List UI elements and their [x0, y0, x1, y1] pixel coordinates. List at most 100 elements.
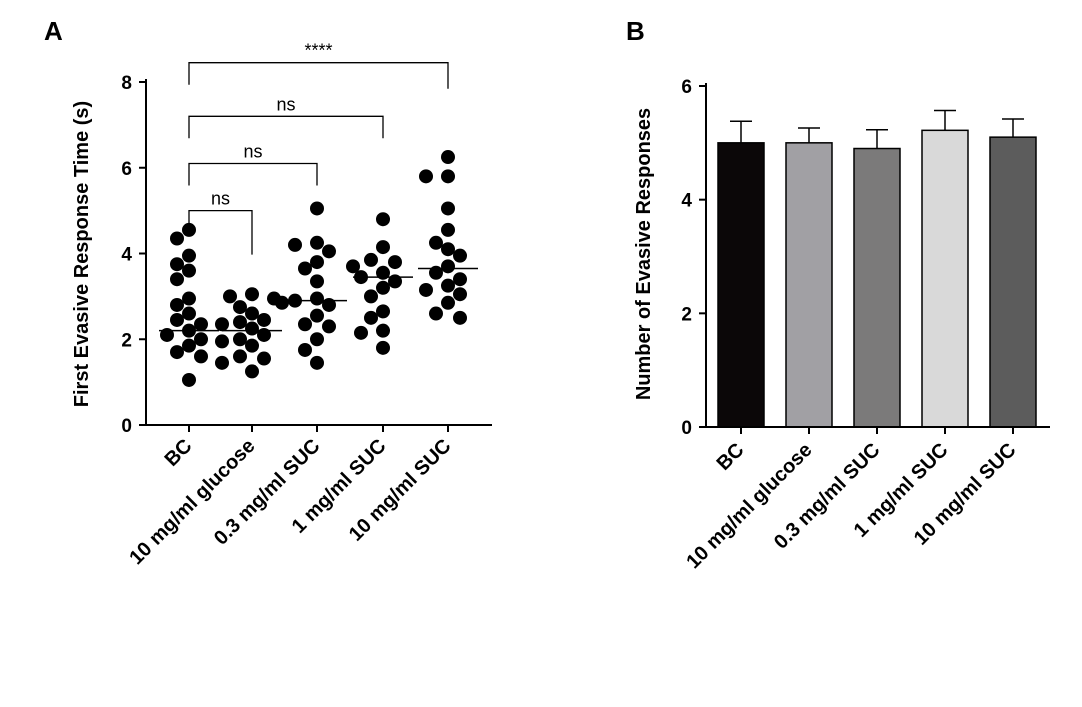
data-point-bc [170, 231, 184, 246]
significance-label: ns [276, 94, 295, 114]
data-point-bc [182, 372, 196, 387]
data-point-bc [194, 332, 208, 347]
data-point-1-mg-ml-suc [376, 340, 390, 355]
data-point-10-mg-ml-glucose [245, 306, 259, 321]
data-point-bc [170, 257, 184, 272]
data-point-1-mg-ml-suc [376, 212, 390, 227]
significance-bracket [188, 162, 318, 186]
y-tick-label-b: 6 [681, 77, 692, 98]
data-point-10-mg-ml-glucose [245, 287, 259, 302]
data-point-10-mg-ml-glucose [257, 351, 271, 366]
data-point-10-mg-ml-suc [441, 242, 455, 257]
significance-bracket [188, 62, 449, 89]
data-point-10-mg-ml-suc [441, 201, 455, 216]
chart-a: First Evasive Response Time (s) 0 2 4 6 8 BC… [71, 41, 492, 569]
bars-b [717, 129, 1037, 428]
error-bar-1-mg-ml-suc [934, 109, 956, 131]
data-point-1-mg-ml-suc [388, 255, 402, 270]
data-point-10-mg-ml-glucose [257, 327, 271, 342]
data-point-0-3-mg-ml-suc [310, 308, 324, 323]
x-tick-label-b-10-mg-ml-glucose: 10 mg/ml glucose [682, 439, 816, 573]
y-ticks-a: 0 2 4 6 8 [121, 73, 449, 437]
significance-bracket [188, 115, 384, 139]
data-point-10-mg-ml-glucose [245, 338, 259, 353]
data-point-0-3-mg-ml-suc [288, 237, 302, 252]
data-point-10-mg-ml-glucose [233, 300, 247, 315]
data-point-10-mg-ml-suc [441, 169, 455, 184]
data-point-10-mg-ml-suc [441, 222, 455, 237]
data-point-bc [170, 345, 184, 360]
data-point-10-mg-ml-glucose [215, 317, 229, 332]
data-point-0-3-mg-ml-suc [310, 291, 324, 306]
data-point-10-mg-ml-glucose [233, 349, 247, 364]
bar-bc [717, 142, 765, 428]
x-tick-label-a-10-mg-ml-glucose: 10 mg/ml glucose [125, 435, 259, 569]
data-point-10-mg-ml-suc [441, 259, 455, 274]
y-tick-label-a: 2 [121, 330, 132, 351]
data-point-bc [194, 317, 208, 332]
data-point-0-3-mg-ml-suc [322, 244, 336, 259]
significance-label: **** [304, 41, 332, 61]
data-point-1-mg-ml-suc [376, 240, 390, 255]
x-tick-label-a-bc: BC [161, 435, 197, 471]
x-tick-label-b-bc: BC [713, 439, 749, 475]
bar-0-3-mg-ml-suc [853, 147, 901, 428]
data-point-1-mg-ml-suc [364, 289, 378, 304]
data-point-bc [160, 327, 174, 342]
data-point-10-mg-ml-glucose [245, 364, 259, 379]
data-point-1-mg-ml-suc [376, 323, 390, 338]
significance-label: ns [243, 141, 262, 161]
data-point-bc [182, 291, 196, 306]
data-point-1-mg-ml-suc [346, 259, 360, 274]
data-point-bc [182, 248, 196, 263]
data-points-a [160, 150, 467, 387]
data-point-1-mg-ml-suc [388, 274, 402, 289]
data-point-bc [182, 338, 196, 353]
data-point-0-3-mg-ml-suc [298, 317, 312, 332]
error-bar-0-3-mg-ml-suc [866, 129, 888, 149]
data-point-0-3-mg-ml-suc [322, 319, 336, 334]
data-point-10-mg-ml-suc [453, 272, 467, 287]
bar-10-mg-ml-suc [989, 136, 1037, 428]
data-point-10-mg-ml-suc [441, 150, 455, 165]
axes-a [145, 79, 492, 426]
y-tick-label-a: 8 [121, 73, 132, 94]
data-point-1-mg-ml-suc [376, 304, 390, 319]
error-bar-10-mg-ml-glucose [798, 127, 820, 143]
panel-label-b: B [626, 16, 645, 46]
data-point-bc [182, 306, 196, 321]
significance-brackets: ns ns ns **** [188, 41, 449, 255]
bar-1-mg-ml-suc [921, 129, 969, 428]
data-point-0-3-mg-ml-suc [310, 274, 324, 289]
panel-label-a: A [44, 16, 63, 46]
data-point-10-mg-ml-suc [441, 278, 455, 293]
data-point-1-mg-ml-suc [354, 325, 368, 340]
data-point-1-mg-ml-suc [376, 280, 390, 295]
data-point-bc [170, 312, 184, 327]
y-tick-label-a: 4 [121, 245, 132, 266]
y-tick-label-b: 2 [681, 304, 692, 325]
y-axis-label-a: First Evasive Response Time (s) [71, 101, 93, 407]
data-point-bc [170, 297, 184, 312]
bar-10-mg-ml-glucose [785, 142, 833, 428]
error-bars-b [730, 109, 1024, 149]
data-point-1-mg-ml-suc [376, 265, 390, 280]
data-point-10-mg-ml-glucose [215, 355, 229, 370]
significance-label: ns [211, 189, 230, 209]
data-point-10-mg-ml-suc [453, 287, 467, 302]
data-point-bc [194, 349, 208, 364]
data-point-10-mg-ml-glucose [215, 334, 229, 349]
y-tick-label-b: 0 [681, 418, 692, 439]
data-point-0-3-mg-ml-suc [298, 261, 312, 276]
data-point-10-mg-ml-glucose [275, 295, 289, 310]
data-point-10-mg-ml-suc [453, 248, 467, 263]
data-point-bc [170, 272, 184, 287]
data-point-0-3-mg-ml-suc [310, 201, 324, 216]
data-point-0-3-mg-ml-suc [298, 342, 312, 357]
data-point-10-mg-ml-glucose [233, 332, 247, 347]
data-point-0-3-mg-ml-suc [310, 235, 324, 250]
